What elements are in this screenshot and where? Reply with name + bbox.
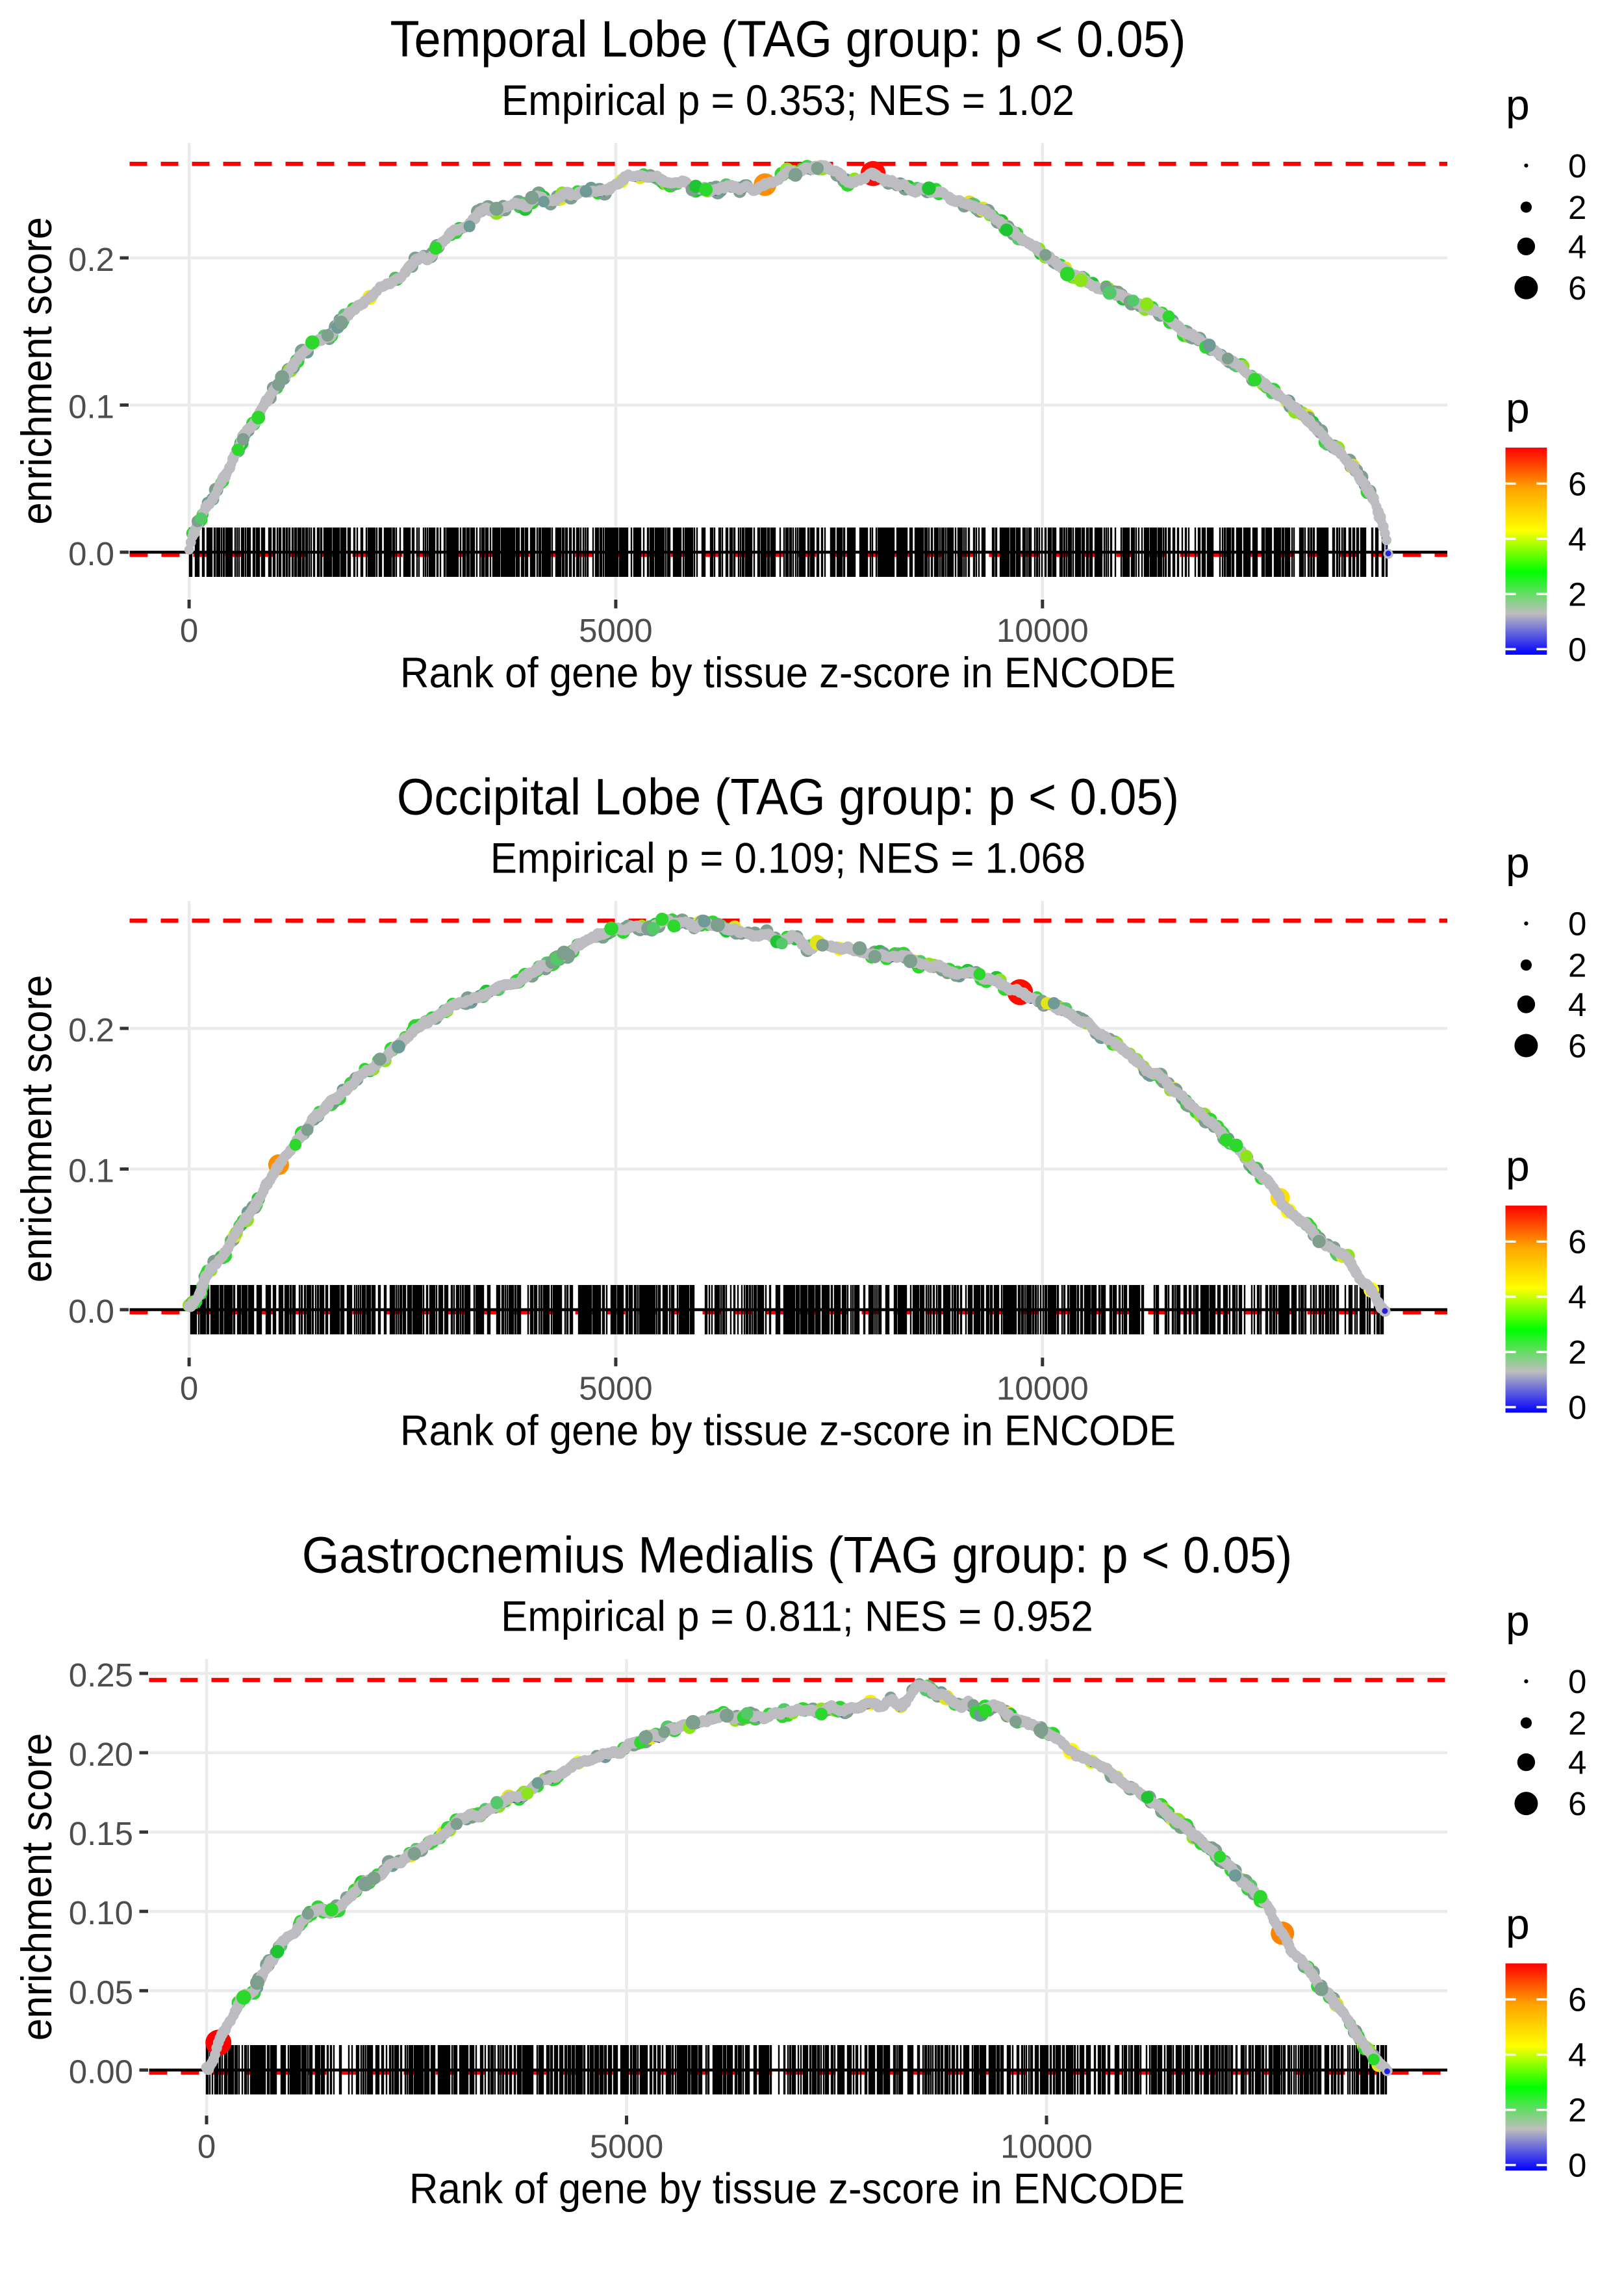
svg-text:4: 4 xyxy=(1568,1278,1586,1316)
svg-text:6: 6 xyxy=(1568,270,1586,307)
svg-text:0: 0 xyxy=(1568,147,1586,184)
svg-text:6: 6 xyxy=(1568,465,1586,502)
svg-text:0.1: 0.1 xyxy=(68,1152,114,1189)
svg-text:0: 0 xyxy=(180,1370,198,1407)
svg-text:2: 2 xyxy=(1568,189,1586,226)
svg-text:Gastrocnemius Medialis (TAG gr: Gastrocnemius Medialis (TAG group: p < 0… xyxy=(302,1525,1293,1583)
svg-text:6: 6 xyxy=(1568,1223,1586,1260)
svg-text:0.2: 0.2 xyxy=(68,241,114,278)
svg-text:0: 0 xyxy=(197,2128,216,2165)
svg-text:Empirical p = 0.353; NES = 1.0: Empirical p = 0.353; NES = 1.02 xyxy=(501,76,1074,124)
svg-text:Rank of gene by tissue z-score: Rank of gene by tissue z-score in ENCODE xyxy=(409,2164,1185,2212)
svg-text:2: 2 xyxy=(1568,1334,1586,1371)
svg-text:4: 4 xyxy=(1568,1744,1586,1781)
svg-text:0.0: 0.0 xyxy=(68,535,114,572)
svg-text:0.20: 0.20 xyxy=(69,1736,133,1773)
svg-text:0: 0 xyxy=(180,612,198,649)
svg-text:p: p xyxy=(1506,1142,1530,1190)
svg-text:0: 0 xyxy=(1568,2147,1586,2184)
svg-text:0.05: 0.05 xyxy=(69,1974,133,2011)
svg-text:0: 0 xyxy=(1568,1663,1586,1700)
svg-text:0.0: 0.0 xyxy=(68,1293,114,1330)
svg-text:2: 2 xyxy=(1568,947,1586,984)
svg-text:0.25: 0.25 xyxy=(69,1657,133,1694)
svg-text:p: p xyxy=(1506,1596,1530,1644)
svg-text:5000: 5000 xyxy=(590,2128,663,2165)
svg-text:2: 2 xyxy=(1568,2092,1586,2129)
svg-text:4: 4 xyxy=(1568,228,1586,265)
svg-text:p: p xyxy=(1506,384,1530,432)
svg-text:4: 4 xyxy=(1568,520,1586,557)
svg-text:Rank of gene by tissue z-score: Rank of gene by tissue z-score in ENCODE xyxy=(400,1406,1176,1455)
svg-text:5000: 5000 xyxy=(579,1370,652,1407)
svg-text:enrichment score: enrichment score xyxy=(12,1733,60,2041)
svg-text:6: 6 xyxy=(1568,1028,1586,1065)
svg-text:0.10: 0.10 xyxy=(69,1894,133,1931)
svg-text:0: 0 xyxy=(1568,631,1586,668)
svg-text:4: 4 xyxy=(1568,2037,1586,2074)
svg-text:0: 0 xyxy=(1568,906,1586,943)
svg-text:p: p xyxy=(1506,81,1530,129)
svg-text:Temporal Lobe (TAG group: p <: Temporal Lobe (TAG group: p < 0.05) xyxy=(390,10,1186,68)
svg-text:5000: 5000 xyxy=(579,612,652,649)
svg-text:10000: 10000 xyxy=(996,612,1089,649)
svg-text:Empirical p = 0.109; NES = 1.0: Empirical p = 0.109; NES = 1.068 xyxy=(490,834,1085,882)
svg-text:4: 4 xyxy=(1568,986,1586,1023)
svg-text:Occipital Lobe (TAG group: p <: Occipital Lobe (TAG group: p < 0.05) xyxy=(397,768,1179,826)
svg-text:p: p xyxy=(1506,1900,1530,1948)
svg-text:6: 6 xyxy=(1568,1981,1586,2018)
svg-text:2: 2 xyxy=(1568,1705,1586,1742)
svg-text:Rank of gene by tissue z-score: Rank of gene by tissue z-score in ENCODE xyxy=(400,648,1176,696)
svg-text:p: p xyxy=(1506,839,1530,887)
svg-text:enrichment score: enrichment score xyxy=(12,217,60,525)
svg-text:2: 2 xyxy=(1568,576,1586,613)
svg-text:0: 0 xyxy=(1568,1389,1586,1426)
svg-text:0.15: 0.15 xyxy=(69,1815,133,1852)
svg-text:0.1: 0.1 xyxy=(68,388,114,426)
svg-text:enrichment score: enrichment score xyxy=(12,975,60,1283)
svg-text:Empirical p = 0.811; NES = 0.9: Empirical p = 0.811; NES = 0.952 xyxy=(501,1592,1093,1640)
svg-text:10000: 10000 xyxy=(996,1370,1089,1407)
svg-text:0.00: 0.00 xyxy=(69,2053,133,2090)
svg-text:10000: 10000 xyxy=(1000,2128,1093,2165)
svg-text:6: 6 xyxy=(1568,1785,1586,1822)
svg-text:0.2: 0.2 xyxy=(68,1011,114,1049)
